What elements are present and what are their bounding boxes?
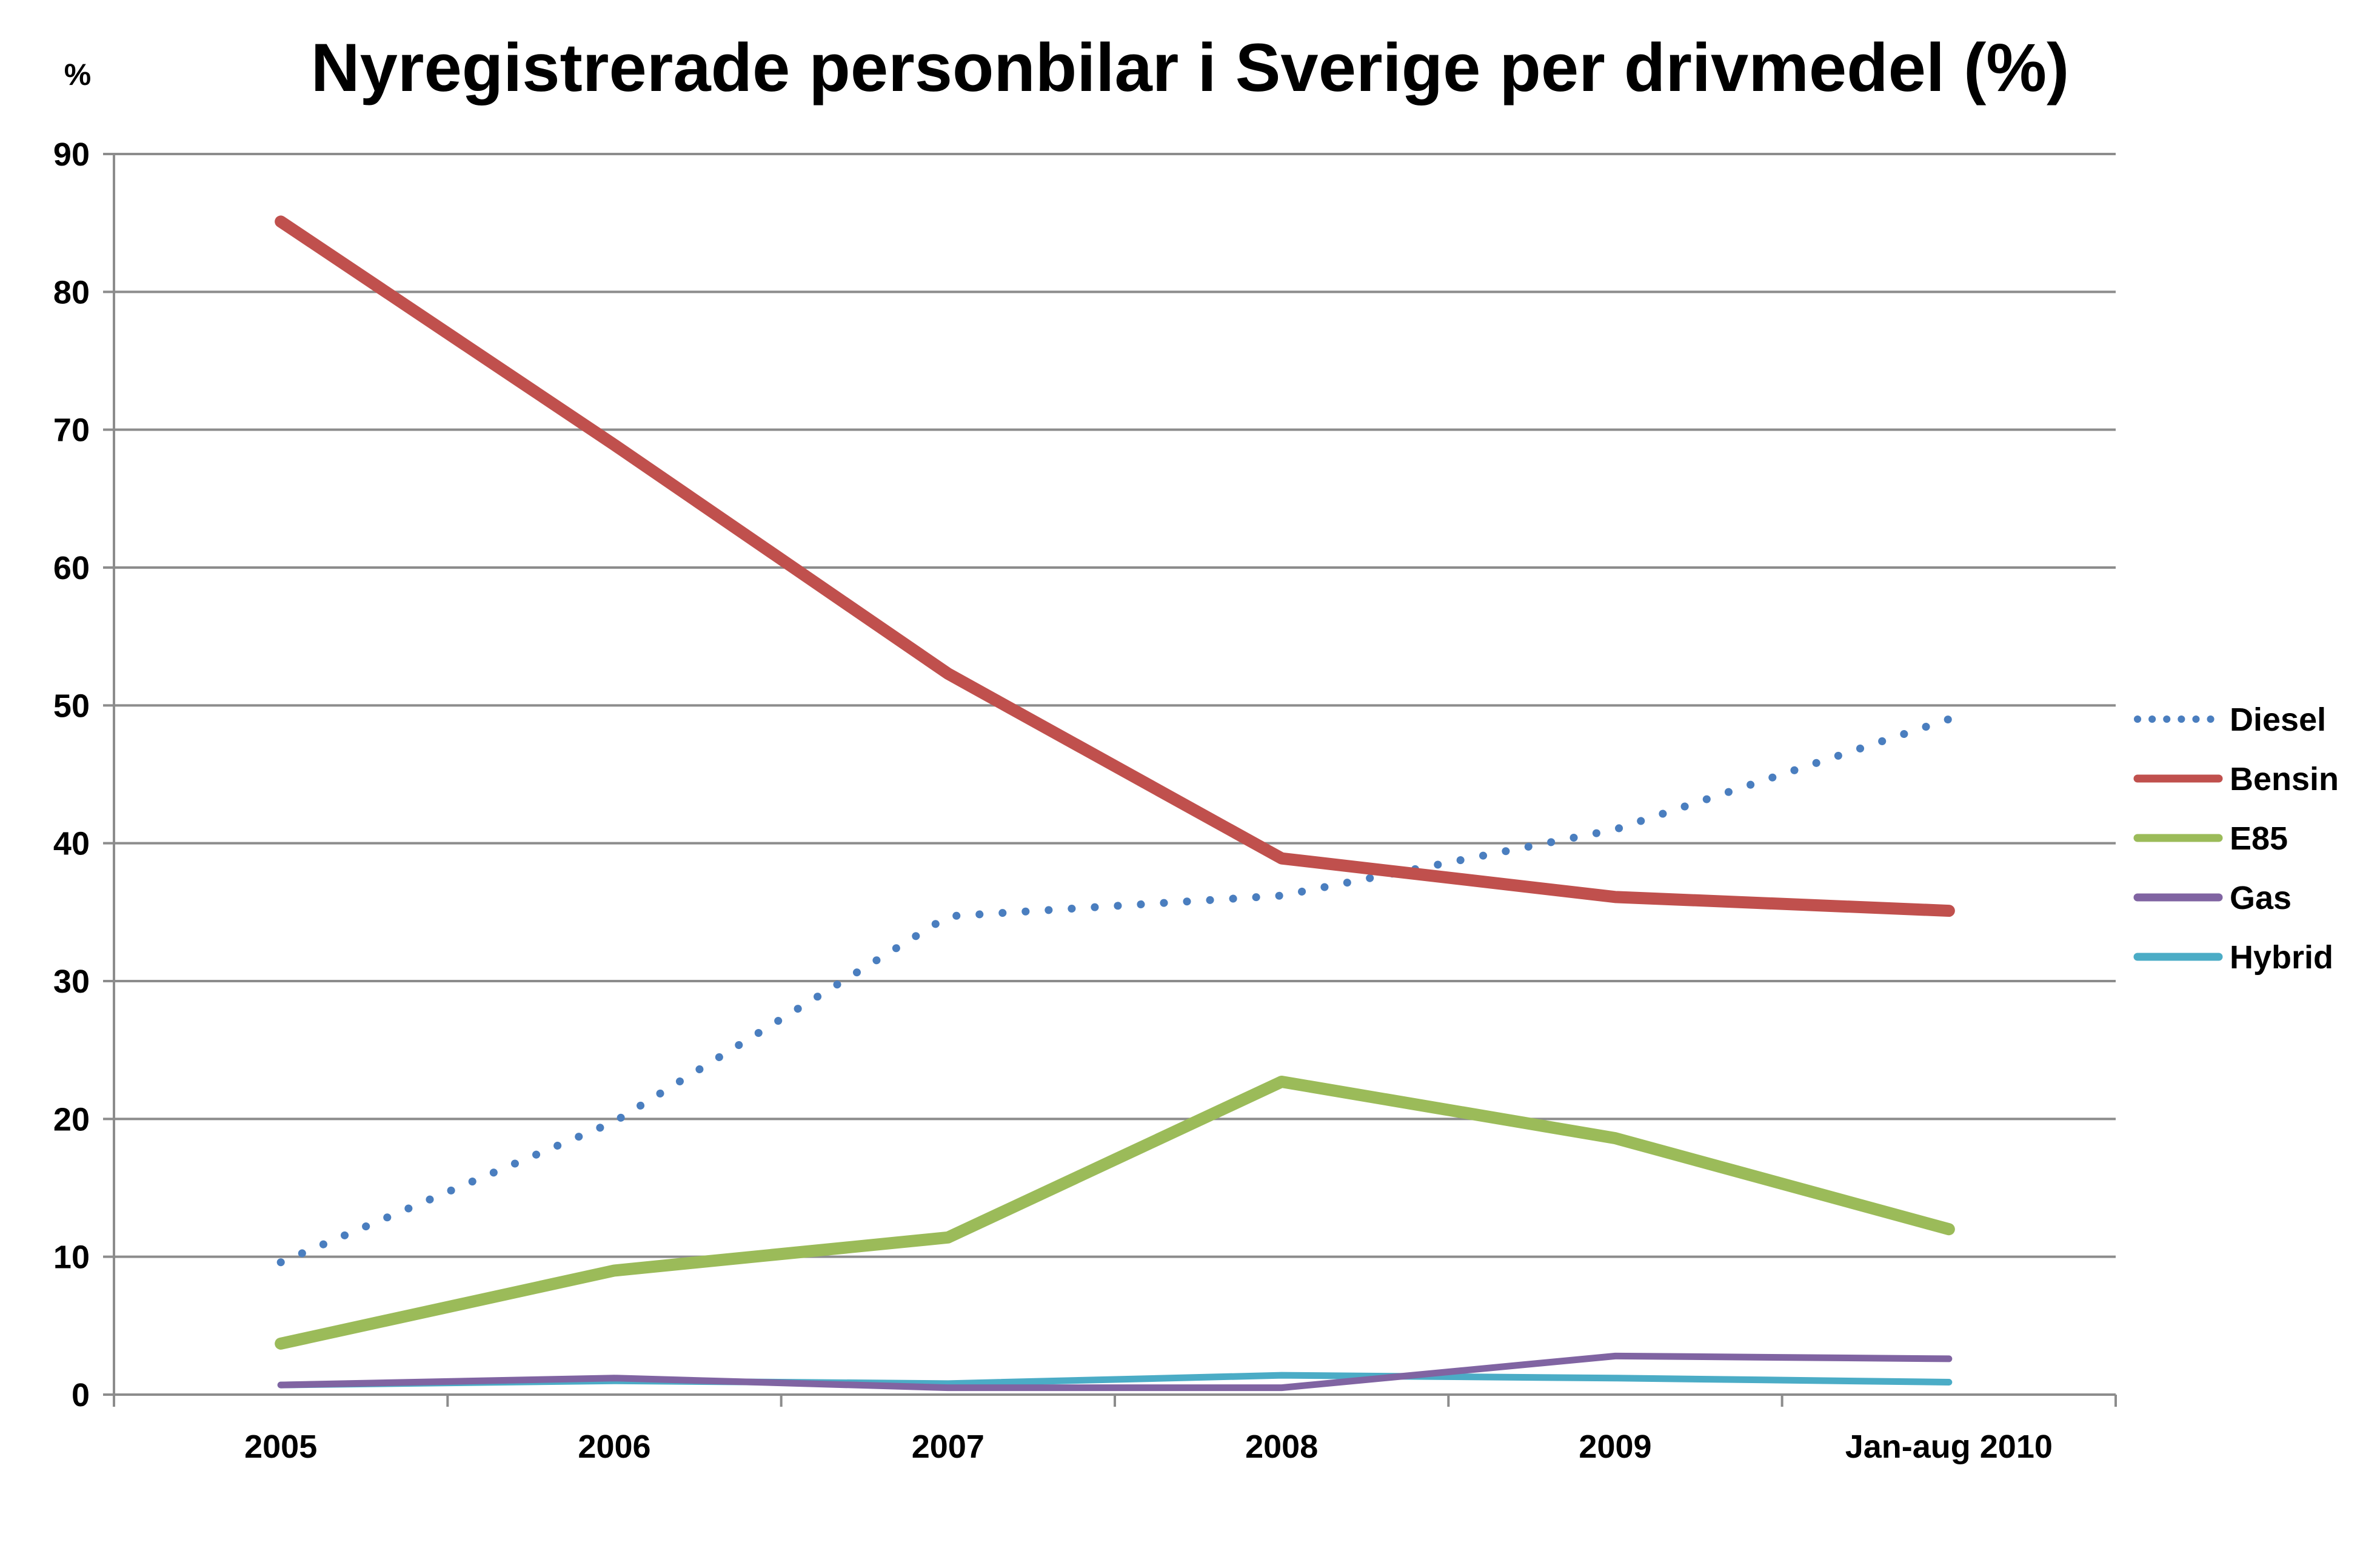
y-tick-label: 50 <box>53 688 90 724</box>
y-tick-label: 40 <box>53 826 90 862</box>
legend-label-diesel: Diesel <box>2230 702 2326 738</box>
x-tick-label: Jan-aug 2010 <box>1845 1429 2053 1465</box>
legend-label-e85: E85 <box>2230 820 2288 857</box>
legend-label-bensin: Bensin <box>2230 761 2339 797</box>
series-line-gas <box>277 1352 1953 1392</box>
y-tick-label: 70 <box>53 412 90 449</box>
x-tick-labels: 2005 2006 2007 2008 2009 Jan-aug 2010 <box>244 1429 2053 1465</box>
y-tick-label: 60 <box>53 550 90 586</box>
y-tick-label: 80 <box>53 274 90 310</box>
legend: Diesel Bensin E85 Gas Hybrid <box>2133 702 2339 976</box>
series-lines <box>275 215 1955 1392</box>
x-tick-label: 2007 <box>912 1429 984 1465</box>
gridlines <box>103 153 2116 1396</box>
y-axis-unit-label: % <box>64 58 91 92</box>
series-line-e85 <box>275 1075 1955 1350</box>
series-line-bensin <box>275 215 1955 917</box>
y-tick-label: 10 <box>53 1239 90 1276</box>
axes <box>113 154 2117 1407</box>
x-tick-label: 2009 <box>1579 1429 1651 1465</box>
series-line-diesel <box>276 715 1953 1267</box>
y-tick-label: 0 <box>72 1377 90 1413</box>
x-tick-label: 2005 <box>244 1429 317 1465</box>
y-tick-labels: 0 10 20 30 40 50 60 70 80 90 <box>53 136 90 1413</box>
legend-label-hybrid: Hybrid <box>2230 939 2333 976</box>
legend-label-gas: Gas <box>2230 880 2291 916</box>
x-tick-label: 2008 <box>1245 1429 1318 1465</box>
x-tick-label: 2006 <box>578 1429 650 1465</box>
y-tick-label: 30 <box>53 963 90 1000</box>
chart-title: Nyregistrerade personbilar i Sverige per… <box>311 30 2070 106</box>
y-tick-label: 90 <box>53 136 90 173</box>
y-tick-label: 20 <box>53 1101 90 1138</box>
